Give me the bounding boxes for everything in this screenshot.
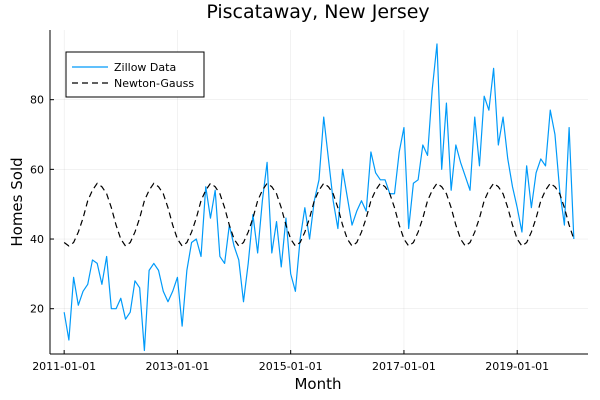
legend-box xyxy=(65,51,205,98)
y-tick-label-0: 20 xyxy=(30,303,44,316)
series-line-zillow-data xyxy=(63,43,575,352)
y-axis-label: Homes Sold xyxy=(8,157,26,246)
x-tick-label-0: 2011-01-01 xyxy=(32,360,96,373)
y-tick-label-2: 60 xyxy=(30,163,44,176)
plot-frame xyxy=(49,30,588,355)
x-tick-label-2: 2015-01-01 xyxy=(259,360,323,373)
legend-label-newton-gauss: Newton-Gauss xyxy=(114,77,194,90)
legend-label-zillow: Zillow Data xyxy=(114,61,176,74)
y-tick-label-3: 80 xyxy=(30,94,44,107)
series-line-newton-gauss xyxy=(63,182,575,247)
x-axis-label: Month xyxy=(294,375,341,393)
chart-title: Piscataway, New Jersey xyxy=(206,1,429,23)
x-ticks: 2011-01-01 2013-01-01 2015-01-01 2017-01-01… xyxy=(32,350,549,373)
x-tick-label-1: 2013-01-01 xyxy=(145,360,209,373)
x-tick-label-4: 2019-01-01 xyxy=(485,360,549,373)
series-group xyxy=(63,43,575,352)
y-tick-label-1: 40 xyxy=(30,233,44,246)
y-ticks: 20 40 60 80 xyxy=(30,94,54,316)
legend: Zillow Data Newton-Gauss xyxy=(65,51,205,98)
x-tick-label-3: 2017-01-01 xyxy=(372,360,436,373)
